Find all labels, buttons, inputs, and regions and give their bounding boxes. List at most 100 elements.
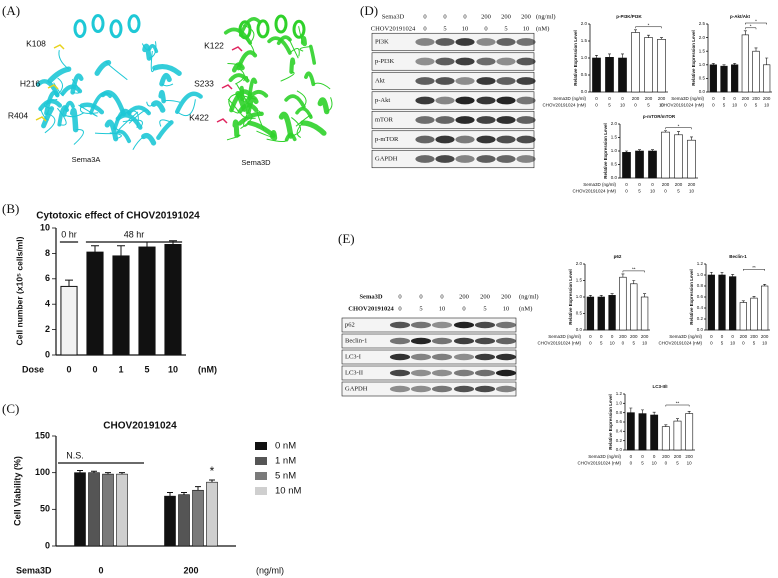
bar [88, 472, 100, 547]
helix [109, 19, 123, 39]
x-row-value: 200 [645, 96, 653, 101]
blot-row-label: mTOR [375, 116, 394, 123]
blot-band [435, 77, 455, 85]
x-row-value: 10 [762, 341, 768, 346]
y-tick-label: 0.0 [576, 327, 583, 332]
x-row-value: 0 [595, 96, 598, 101]
error-bar [743, 30, 747, 35]
blot-header-value: 10 [439, 305, 446, 312]
bar [685, 413, 694, 451]
blot-band [431, 353, 453, 361]
residue-label: K108 [26, 38, 46, 48]
beta-strand [289, 57, 296, 74]
x-row-value: 5 [723, 103, 726, 108]
x-row-label: CHOV20191024 (nM) [542, 103, 586, 108]
blot-row-label: LC3-I [345, 353, 361, 360]
blot-band [476, 38, 496, 46]
loop [57, 77, 64, 96]
x-row-value: 200 [662, 182, 670, 187]
beta-strand [270, 130, 278, 141]
blot-band [455, 77, 475, 85]
loop [243, 24, 255, 44]
bar [605, 57, 614, 93]
x-row-value: 200 [688, 182, 696, 187]
x-row-value: 0 [621, 96, 624, 101]
x-row-value: 5 [753, 341, 756, 346]
blot-header-value: 10 [462, 25, 469, 32]
x-row-value: 5 [641, 461, 644, 466]
error-bar [610, 293, 614, 296]
error-bar [763, 284, 767, 286]
panel-label: (C) [2, 401, 19, 416]
error-bar [629, 407, 633, 413]
beta-strand [47, 66, 72, 84]
significance-label: ** [632, 267, 636, 272]
blot-band [496, 96, 516, 105]
loop [132, 136, 145, 150]
blot-band [496, 38, 516, 46]
x-row-value: 5 [638, 189, 641, 194]
x-row-value: 0 [744, 103, 747, 108]
x-row-value: 200 [750, 334, 758, 339]
y-tick-label: 0.8 [697, 283, 704, 288]
error-bar [91, 470, 97, 473]
blot-band [455, 57, 475, 66]
y-axis-label: Relative Expression Level [573, 30, 578, 86]
bar [592, 57, 601, 93]
x-row-label: CHOV20191024 (nM) [577, 461, 621, 466]
significance-bracket [622, 270, 645, 273]
x-row-value: 200 [761, 334, 769, 339]
error-bar [647, 34, 650, 38]
blot-header-value: 5 [504, 25, 507, 32]
beta-strand [300, 36, 307, 47]
bar [60, 285, 78, 356]
blot-row-label: GAPDH [345, 385, 368, 392]
blot-band [431, 321, 453, 329]
x-row-value: 5 [676, 461, 679, 466]
x-row-value: 5 [632, 341, 635, 346]
blot-band [474, 385, 496, 393]
y-axis-label: Relative Expression Level [691, 30, 696, 86]
beta-strand [150, 100, 166, 113]
loop [289, 48, 300, 57]
error-bar [621, 53, 624, 58]
x-row-value: 5 [600, 341, 603, 346]
significance-bracket [743, 269, 765, 271]
bar [206, 481, 218, 547]
error-bar [169, 240, 177, 245]
legend-label: 5 nM [275, 471, 296, 482]
beta-strand [228, 73, 250, 83]
bar [650, 414, 659, 451]
error-bar [711, 63, 715, 65]
loop [313, 82, 331, 90]
x-row-label: Sema3D (ng/ml) [583, 182, 616, 187]
chart-title: Beclin-1 [729, 254, 747, 259]
blot-band [389, 385, 411, 393]
blot-header-value: 200 [481, 13, 491, 20]
loop [243, 104, 252, 127]
helix [73, 19, 87, 39]
y-tick-label: 1.2 [697, 261, 704, 266]
loop [150, 50, 156, 73]
y-tick-label: 1.0 [611, 148, 618, 153]
chart-title: p-PI3K/PI3K [616, 14, 642, 19]
loop [44, 112, 56, 134]
y-tick-label: 1.5 [581, 38, 588, 43]
beta-strand [229, 89, 252, 113]
loop [227, 63, 243, 69]
y-tick-label: 0.5 [611, 162, 618, 167]
legend-label: 10 nM [275, 486, 301, 497]
y-tick-label: 2 [45, 324, 50, 334]
beta-strand [100, 90, 126, 117]
bar [102, 473, 114, 547]
beta-strand [104, 119, 119, 142]
x-row-value: 0 [665, 461, 668, 466]
y-tick-label: 0.6 [616, 419, 623, 424]
panel-label: (D) [360, 3, 378, 18]
blot-band [389, 353, 411, 361]
panel-label: (E) [338, 231, 355, 246]
error-bar [687, 410, 691, 414]
beta-strand [89, 91, 112, 115]
bar [674, 134, 683, 179]
x-row-label: CHOV20191024 (nM) [537, 341, 581, 346]
